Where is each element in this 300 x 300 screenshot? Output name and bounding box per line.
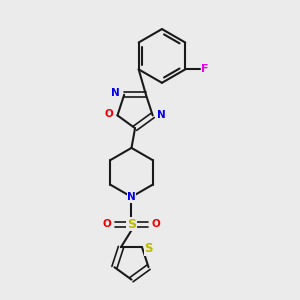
Text: N: N bbox=[157, 110, 165, 120]
Text: O: O bbox=[152, 219, 161, 230]
Text: F: F bbox=[202, 64, 209, 74]
Text: S: S bbox=[144, 242, 153, 255]
Text: N: N bbox=[127, 193, 136, 202]
Text: N: N bbox=[112, 88, 120, 98]
Text: O: O bbox=[102, 219, 111, 230]
Text: S: S bbox=[127, 218, 136, 231]
Text: O: O bbox=[105, 109, 113, 119]
